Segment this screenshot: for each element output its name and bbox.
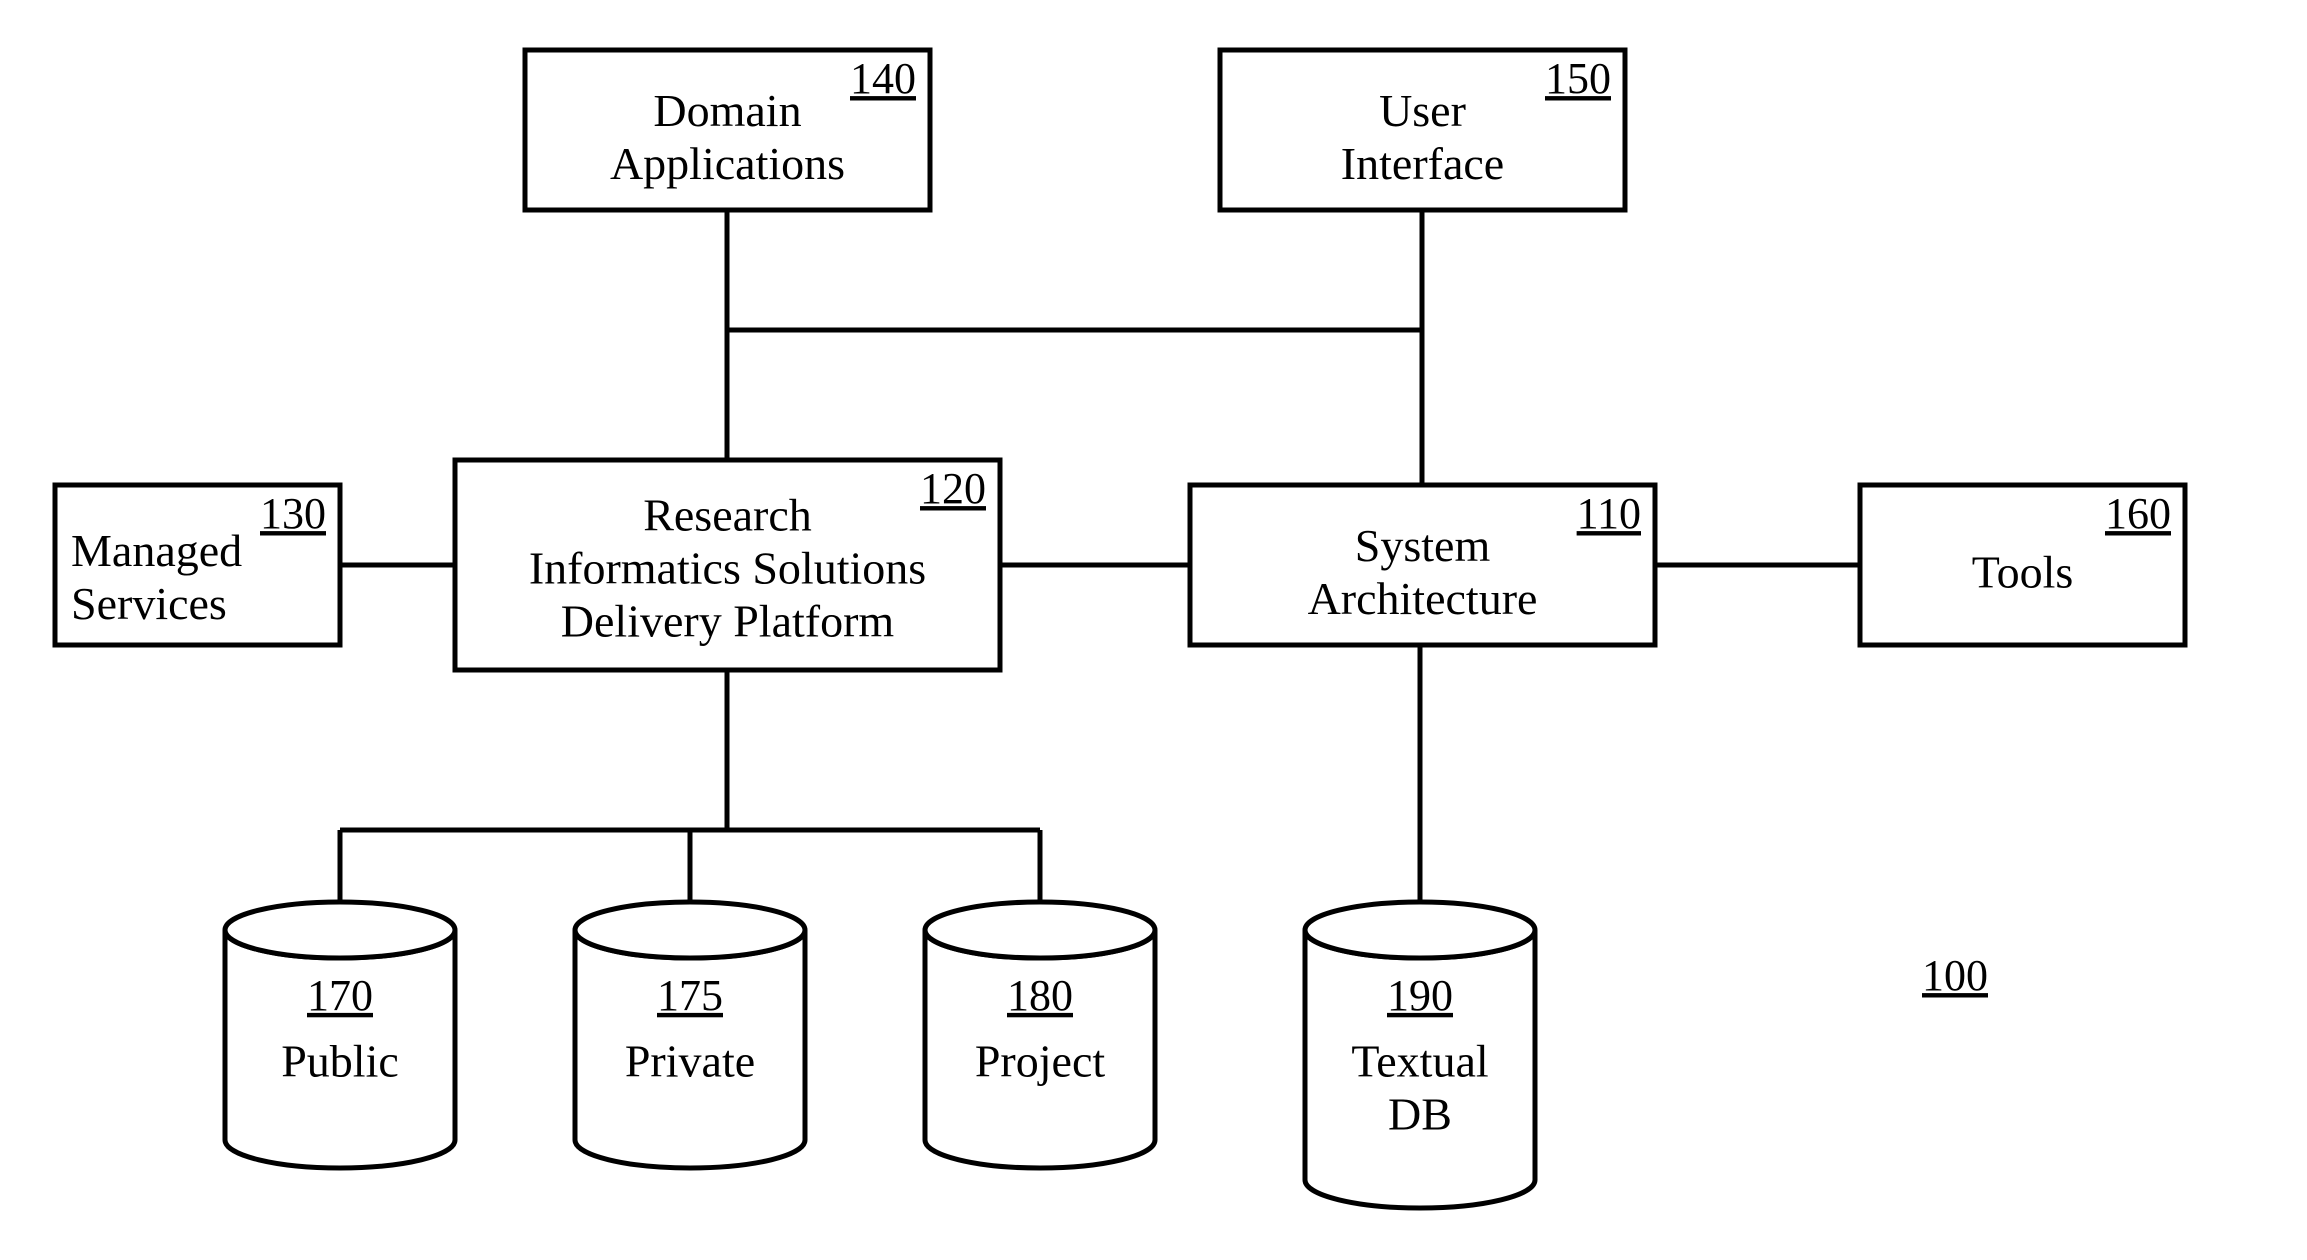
label-risdp-1: Informatics Solutions [529,543,926,594]
ref-tools: 160 [2105,489,2171,538]
label-db-project-0: Project [975,1035,1106,1086]
cylinder-db-textual: 190 TextualDB [1305,902,1535,1208]
ref-managed-svcs: 130 [260,489,326,538]
cylinder-db-public: 170 Public [225,902,455,1168]
ref-risdp: 120 [920,464,986,513]
ref-db-private: 175 [657,971,723,1020]
label-db-private-0: Private [625,1035,755,1086]
label-db-textual-1: DB [1388,1088,1452,1139]
box-tools: 160 Tools [1860,485,2185,645]
label-domain-apps-1: Applications [610,138,845,189]
box-managed-svcs: 130 ManagedServices [55,485,340,645]
label-db-textual-0: Textual [1351,1035,1488,1086]
figure-ref: 100 [1922,951,1988,1000]
ref-user-interface: 150 [1545,54,1611,103]
label-db-public-0: Public [281,1035,399,1086]
label-sys-arch-0: System [1355,520,1491,571]
label-managed-svcs-0: Managed [71,525,242,576]
cylinder-db-private: 175 Private [575,902,805,1168]
box-sys-arch: 110 SystemArchitecture [1190,485,1655,645]
label-domain-apps-0: Domain [653,85,801,136]
ref-domain-apps: 140 [850,54,916,103]
label-user-interface-0: User [1379,85,1466,136]
label-sys-arch-1: Architecture [1308,573,1538,624]
cylinder-db-project: 180 Project [925,902,1155,1168]
label-managed-svcs-1: Services [71,578,227,629]
ref-db-textual: 190 [1387,971,1453,1020]
box-domain-apps: 140 DomainApplications [525,50,930,210]
ref-sys-arch: 110 [1577,489,1641,538]
architecture-diagram: 140 DomainApplications 150 UserInterface 130… [0,0,2307,1260]
ref-db-project: 180 [1007,971,1073,1020]
box-risdp: 120 ResearchInformatics SolutionsDelivery… [455,460,1000,670]
label-user-interface-1: Interface [1341,138,1504,189]
label-tools-0: Tools [1972,547,2074,598]
box-user-interface: 150 UserInterface [1220,50,1625,210]
ref-db-public: 170 [307,971,373,1020]
label-risdp-0: Research [643,490,812,541]
label-risdp-2: Delivery Platform [561,595,895,646]
